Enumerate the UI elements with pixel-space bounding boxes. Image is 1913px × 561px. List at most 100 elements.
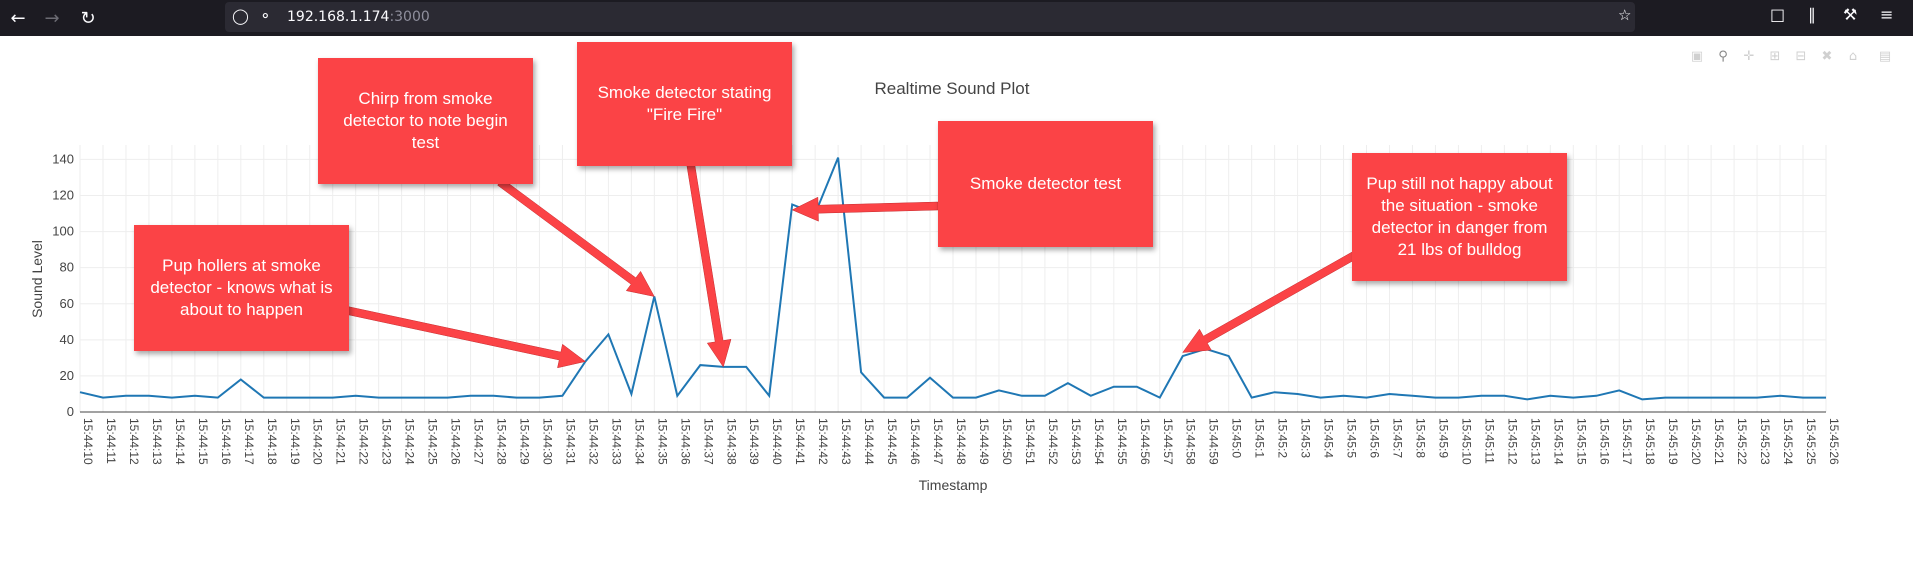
x-tick-label: 15:45:23	[1758, 418, 1772, 465]
data-point	[492, 394, 496, 398]
forward-icon[interactable]: →	[44, 7, 60, 29]
zoom-icon[interactable]: ⚲	[1718, 48, 1728, 64]
y-ticks: 0 20 40 60 80 100 120 140	[52, 151, 74, 419]
reset-axes-icon[interactable]: ⌂	[1848, 48, 1858, 64]
pan-icon[interactable]: ✛	[1743, 48, 1755, 64]
data-point	[744, 365, 748, 369]
data-point	[1709, 396, 1713, 400]
url-text[interactable]: 192.168.1.174:3000	[287, 9, 430, 25]
annotation-arrow	[685, 159, 732, 368]
x-tick-label: 15:44:52	[1046, 418, 1060, 465]
zoom-in-icon[interactable]: ⊞	[1769, 48, 1781, 64]
bookmark-star-icon[interactable]: ☆	[1618, 6, 1632, 24]
data-point	[951, 396, 955, 400]
pocket-icon[interactable]: □	[1770, 5, 1786, 24]
x-tick-label: 15:44:13	[150, 418, 164, 465]
data-point	[997, 388, 1001, 392]
x-tick-label: 15:44:40	[770, 418, 784, 465]
data-point	[1043, 394, 1047, 398]
data-point	[1020, 394, 1024, 398]
data-point	[1755, 396, 1759, 400]
autoscale-icon[interactable]: ✖	[1821, 48, 1833, 64]
menu-icon[interactable]: ≡	[1880, 5, 1894, 24]
x-tick-label: 15:44:31	[563, 418, 577, 465]
data-point	[1296, 392, 1300, 396]
reload-icon[interactable]: ↻	[80, 7, 96, 29]
data-point	[537, 396, 541, 400]
data-point	[423, 396, 427, 400]
url-bar[interactable]: ◯ ⚬ 192.168.1.174:3000 ☆	[225, 2, 1635, 32]
data-point	[905, 396, 909, 400]
x-tick-label: 15:45:7	[1391, 418, 1405, 458]
x-tick-label: 15:44:55	[1115, 418, 1129, 465]
back-icon[interactable]: ←	[10, 7, 26, 29]
x-tick-label: 15:44:15	[196, 418, 210, 465]
data-point	[331, 396, 335, 400]
data-point	[1456, 396, 1460, 400]
plotly-logo-icon[interactable]: ▤	[1878, 48, 1892, 64]
x-tick-label: 15:45:5	[1345, 418, 1359, 458]
camera-icon[interactable]: ▣	[1690, 48, 1704, 64]
data-point	[1548, 394, 1552, 398]
data-point	[767, 394, 771, 398]
url-port: :3000	[389, 9, 430, 25]
data-point	[974, 396, 978, 400]
data-point	[1686, 396, 1690, 400]
data-point	[124, 394, 128, 398]
chart-modebar: ▣ ⚲ ✛ ⊞ ⊟ ✖ ⌂ ▤	[1688, 47, 1894, 67]
y-tick-label: 80	[60, 260, 74, 275]
shield-icon[interactable]: ◯	[232, 7, 249, 25]
data-point	[1181, 354, 1185, 358]
data-point	[1250, 396, 1254, 400]
series-line	[79, 157, 1826, 401]
data-point	[1112, 385, 1116, 389]
data-point	[629, 392, 633, 396]
data-point	[1433, 396, 1437, 400]
data-point	[469, 394, 473, 398]
data-point	[1410, 394, 1414, 398]
annotation-arrow	[1182, 251, 1358, 353]
x-tick-label: 15:45:2	[1276, 418, 1290, 458]
annotation-box-smoke-test: Smoke detector test	[938, 121, 1153, 247]
annotation-box-fire-fire: Smoke detector stating "Fire Fire"	[577, 42, 792, 166]
x-tick-label: 15:44:30	[540, 418, 554, 465]
data-point	[1663, 396, 1667, 400]
x-tick-label: 15:44:27	[472, 418, 486, 465]
data-point	[78, 390, 82, 394]
wrench-icon[interactable]: ⚒	[1843, 5, 1858, 24]
x-tick-label: 15:45:14	[1551, 418, 1565, 465]
y-tick-label: 20	[60, 368, 74, 383]
x-tick-label: 15:45:1	[1253, 418, 1267, 458]
data-point	[1824, 396, 1828, 400]
lock-icon[interactable]: ⚬	[259, 7, 272, 25]
x-tick-label: 15:44:46	[908, 418, 922, 465]
data-point	[836, 156, 840, 160]
data-point	[1732, 396, 1736, 400]
zoom-out-icon[interactable]: ⊟	[1795, 48, 1807, 64]
x-tick-label: 15:45:4	[1322, 418, 1336, 458]
x-tick-label: 15:45:11	[1482, 418, 1496, 464]
y-tick-label: 60	[60, 296, 74, 311]
data-point	[1502, 394, 1506, 398]
data-point	[698, 363, 702, 367]
annotation-box-pup-unhappy: Pup still not happy about the situation …	[1352, 153, 1567, 281]
x-tick-label: 15:44:32	[586, 418, 600, 465]
data-point	[1617, 388, 1621, 392]
data-point	[859, 370, 863, 374]
data-point	[1594, 394, 1598, 398]
x-tick-label: 15:44:33	[609, 418, 623, 465]
x-tick-label: 15:44:39	[747, 418, 761, 465]
x-tick-label: 15:45:19	[1666, 418, 1680, 465]
x-tick-label: 15:44:56	[1138, 418, 1152, 465]
data-point	[1066, 381, 1070, 385]
library-icon[interactable]: ∥	[1808, 5, 1816, 24]
x-tick-label: 15:45:17	[1620, 418, 1634, 465]
browser-toolbar: ← → ↻ ◯ ⚬ 192.168.1.174:3000 ☆ □ ∥ ⚒ ≡	[0, 0, 1913, 36]
x-tick-label: 15:45:25	[1804, 418, 1818, 465]
annotation-box-pup-hollers: Pup hollers at smoke detector - knows wh…	[134, 225, 349, 351]
data-point	[1571, 396, 1575, 400]
data-point	[1158, 396, 1162, 400]
data-point	[354, 394, 358, 398]
data-point	[1365, 396, 1369, 400]
x-tick-label: 15:44:10	[81, 418, 95, 465]
